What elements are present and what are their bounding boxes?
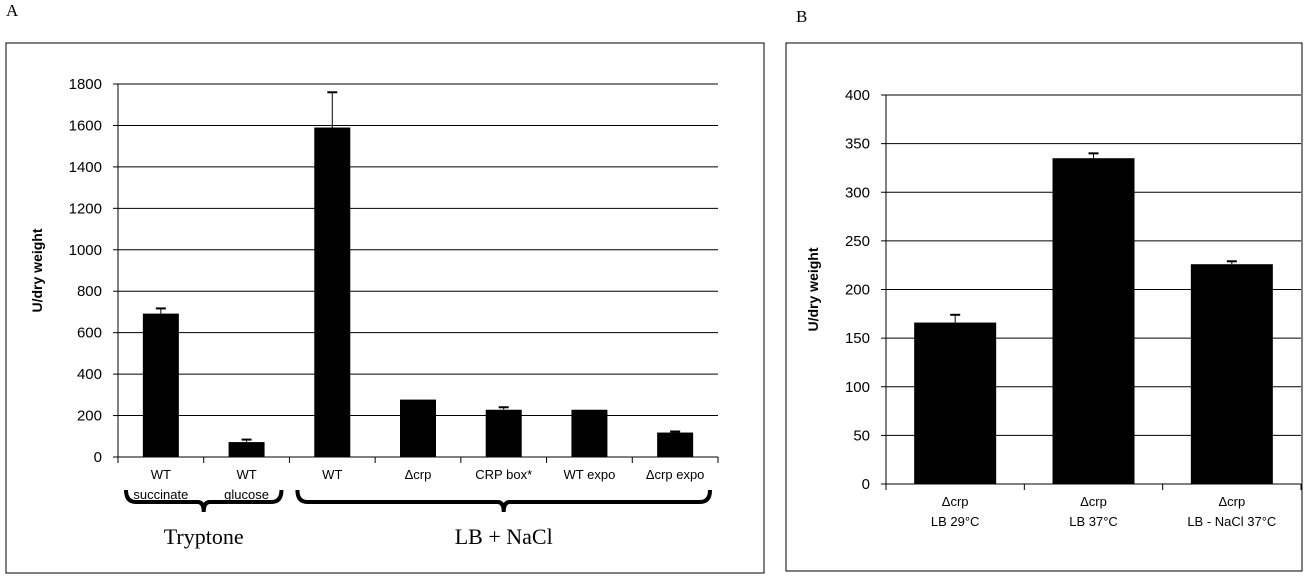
y-tick-label: 800 (77, 283, 102, 300)
y-tick-label: 600 (77, 325, 102, 342)
bar (571, 409, 608, 457)
bar (1052, 158, 1135, 484)
x-category-label: LB 37°C (1069, 514, 1118, 529)
y-tick-label: 350 (845, 136, 870, 153)
y-tick-label: 1000 (69, 242, 102, 259)
bar (657, 432, 694, 457)
x-category-label: Δcrp (1080, 494, 1107, 509)
y-tick-label: 300 (845, 184, 870, 201)
y-tick-label: 0 (862, 476, 870, 493)
y-tick-label: 250 (845, 233, 870, 250)
bar (142, 313, 179, 457)
y-tick-label: 400 (77, 366, 102, 383)
y-tick-label: 400 (845, 87, 870, 104)
group-label: Tryptone (164, 524, 244, 549)
y-tick-label: 1800 (69, 76, 102, 93)
y-tick-label: 1200 (69, 200, 102, 217)
group-brace (295, 489, 712, 513)
x-category-label: glucose (224, 487, 269, 502)
group-label: LB + NaCl (455, 524, 553, 549)
y-axis-title: U/dry weight (805, 247, 821, 331)
y-tick-label: 0 (94, 449, 102, 466)
x-category-label: WT expo (564, 467, 616, 482)
x-category-label: WT (236, 467, 256, 482)
bar (400, 399, 436, 457)
x-category-label: Δcrp (1218, 494, 1245, 509)
x-category-label: Δcrp expo (646, 467, 705, 482)
x-category-label: succinate (133, 487, 188, 502)
x-category-label: Δcrp (942, 494, 969, 509)
x-category-label: WT (151, 467, 171, 482)
x-category-label: WT (322, 467, 342, 482)
y-tick-label: 200 (77, 408, 102, 425)
x-category-label: LB - NaCl 37°C (1187, 514, 1276, 529)
y-tick-label: 150 (845, 330, 870, 347)
y-tick-label: 1600 (69, 117, 102, 134)
panel-a-frame (5, 42, 765, 574)
panel-b-letter: B (796, 7, 807, 26)
bar (228, 442, 265, 457)
bar (1190, 264, 1273, 484)
chart-b: 0 50 100 150 200 250 300 350 400 Δcrp LB 29°C Δcrp L… (805, 87, 1302, 529)
panel-b-frame (785, 42, 1303, 572)
bar (914, 322, 997, 484)
x-category-label: LB 29°C (931, 514, 980, 529)
y-tick-label: 200 (845, 282, 870, 299)
chart-a: 0 200 400 600 800 1000 1200 1400 1600 1800 WT succi… (29, 76, 719, 549)
bar (314, 127, 351, 458)
x-category-label: Δcrp (405, 467, 432, 482)
y-axis-title: U/dry weight (29, 228, 45, 312)
x-category-label: CRP box* (475, 467, 532, 482)
y-tick-label: 1400 (69, 159, 102, 176)
y-tick-label: 100 (845, 379, 870, 396)
panel-a-letter: A (6, 1, 19, 20)
group-brace (124, 489, 284, 513)
bar (485, 409, 522, 457)
y-tick-label: 50 (853, 427, 870, 444)
